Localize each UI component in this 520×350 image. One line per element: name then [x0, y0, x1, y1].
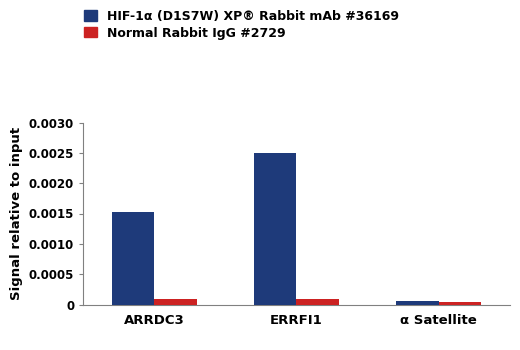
- Bar: [154, 299, 197, 304]
- Bar: [438, 302, 481, 304]
- Bar: [296, 299, 339, 304]
- Legend: HIF-1α (D1S7W) XP® Rabbit mAb #36169, Normal Rabbit IgG #2729: HIF-1α (D1S7W) XP® Rabbit mAb #36169, No…: [84, 10, 399, 40]
- Bar: [112, 212, 154, 304]
- Bar: [396, 301, 438, 304]
- Y-axis label: Signal relative to input: Signal relative to input: [10, 127, 23, 300]
- Bar: [254, 153, 296, 304]
